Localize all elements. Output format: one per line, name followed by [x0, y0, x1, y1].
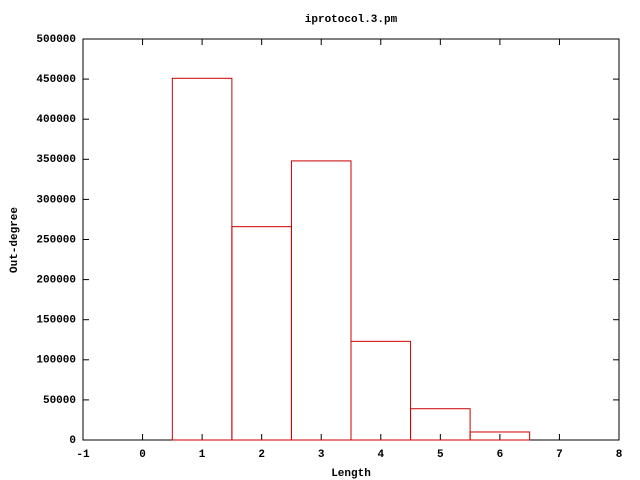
y-tick-label: 350000	[36, 154, 76, 166]
x-tick-label: 1	[199, 449, 206, 461]
bar	[350, 340, 412, 441]
x-axis-label: Length	[331, 468, 371, 480]
bar	[469, 431, 531, 441]
y-tick-label: 500000	[36, 34, 76, 46]
y-tick-label: 200000	[36, 275, 76, 287]
y-axis-label: Out-degree	[9, 207, 21, 273]
y-tick-label: 250000	[36, 234, 76, 246]
chart-title: iprotocol.3.pm	[305, 14, 398, 26]
x-tick-label: -1	[76, 449, 90, 461]
x-tick-label: 8	[616, 449, 623, 461]
bar	[410, 408, 471, 441]
x-tick-label: 2	[258, 449, 265, 461]
x-tick-label: 6	[497, 449, 504, 461]
x-tick-label: 4	[377, 449, 384, 461]
y-tick-label: 50000	[43, 395, 76, 407]
y-tick-label: 400000	[36, 114, 76, 126]
x-tick-label: 0	[139, 449, 146, 461]
bar	[171, 77, 233, 441]
x-tick-label: 5	[437, 449, 444, 461]
y-tick-label: 300000	[36, 194, 76, 206]
x-tick-label: 3	[318, 449, 325, 461]
y-tick-label: 100000	[36, 355, 76, 367]
bar	[231, 226, 292, 441]
y-tick-label: 150000	[36, 315, 76, 327]
bar	[290, 160, 352, 441]
y-tick-label: 450000	[36, 74, 76, 86]
y-tick-label: 0	[69, 435, 76, 447]
x-tick-label: 7	[556, 449, 563, 461]
